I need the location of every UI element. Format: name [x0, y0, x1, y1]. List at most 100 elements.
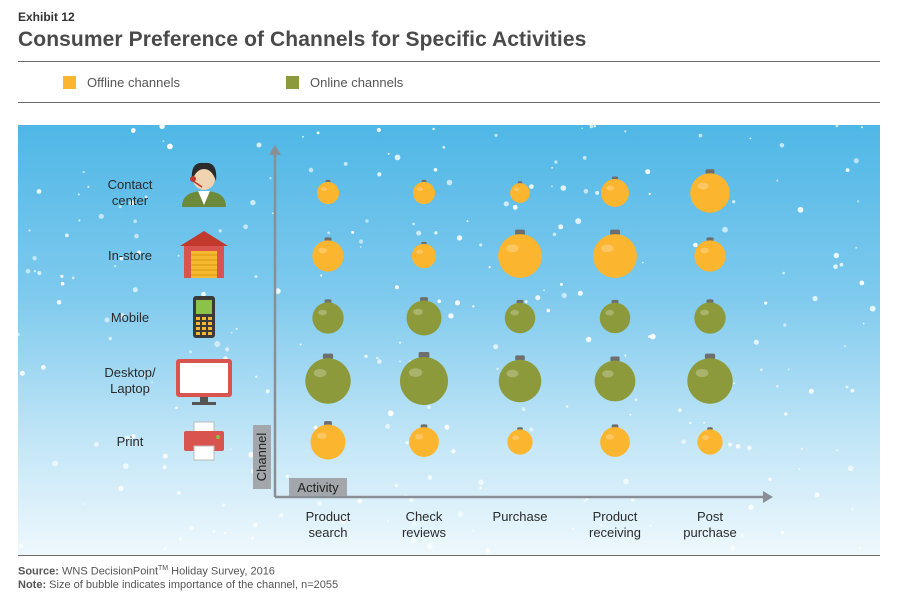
- bubble: [697, 429, 723, 455]
- snow-dot: [456, 235, 463, 241]
- snow-dot: [77, 193, 80, 196]
- channel-label: In-store: [108, 248, 152, 263]
- bubble: [312, 240, 344, 272]
- snow-dot: [631, 498, 635, 502]
- snow-dot: [119, 313, 125, 319]
- snow-dot: [600, 523, 603, 526]
- snow-dot: [836, 449, 838, 452]
- snow-dot: [212, 529, 216, 533]
- snow-dot: [385, 423, 391, 429]
- snow-dot: [131, 434, 136, 439]
- snow-dot: [585, 336, 592, 343]
- legend-divider: [18, 102, 880, 103]
- snow-dot: [412, 521, 417, 527]
- snow-dot: [159, 125, 165, 129]
- snow-dot: [748, 504, 754, 510]
- snow-dot: [593, 125, 596, 128]
- snow-dot: [571, 527, 574, 530]
- snow-dot: [427, 405, 431, 409]
- snow-dot: [255, 375, 258, 378]
- snow-dot: [225, 347, 230, 352]
- snow-dot: [582, 156, 587, 160]
- snow-dot: [649, 333, 656, 340]
- snow-dot: [546, 308, 551, 313]
- snow-dot: [678, 408, 682, 413]
- snow-dot: [634, 398, 638, 402]
- snow-dot: [359, 246, 362, 248]
- snow-dot: [56, 300, 62, 305]
- snow-dot: [394, 285, 399, 290]
- exhibit-number: Exhibit 12: [18, 10, 75, 24]
- ornament-cap: [322, 353, 334, 360]
- snow-dot: [689, 421, 692, 425]
- snow-dot: [437, 299, 442, 304]
- phone-key: [196, 332, 200, 335]
- bubble-highlight: [697, 182, 709, 190]
- snow-dot: [434, 231, 438, 235]
- note-line: Note: Size of bubble indicates importanc…: [18, 579, 338, 592]
- snow-dot: [387, 152, 390, 155]
- snow-dot: [71, 276, 75, 280]
- channel-label: Contact: [108, 177, 153, 192]
- snow-dot: [32, 256, 37, 261]
- snow-dot: [272, 212, 274, 215]
- snow-dot: [448, 313, 454, 319]
- snow-dot: [703, 421, 706, 424]
- snow-dot: [869, 305, 876, 312]
- snow-dot: [554, 160, 558, 164]
- bubble: [305, 358, 351, 404]
- snow-dot: [764, 301, 768, 305]
- snow-dot: [365, 219, 369, 223]
- snow-dot: [224, 531, 227, 535]
- bubble: [310, 424, 346, 460]
- snow-dot: [162, 465, 167, 470]
- x-axis-title-box: [289, 478, 347, 496]
- snow-dot: [575, 218, 582, 225]
- bubble: [498, 234, 542, 278]
- snow-dot: [446, 179, 453, 186]
- monitor-stand: [200, 397, 208, 403]
- snow-dot: [94, 441, 99, 447]
- snow-dot: [851, 507, 854, 511]
- snow-dot: [855, 246, 858, 249]
- activity-label: reviews: [402, 525, 447, 540]
- phone-key: [208, 332, 212, 335]
- snow-dot: [427, 475, 432, 480]
- snow-dot: [302, 135, 304, 138]
- snow-dot: [779, 143, 785, 148]
- agent-hair: [191, 162, 217, 181]
- snow-dot: [130, 128, 136, 133]
- bubble-highlight: [321, 187, 328, 192]
- bubble-highlight: [412, 308, 423, 316]
- snow-dot: [410, 538, 416, 544]
- monitor-screen: [180, 363, 228, 393]
- snow-dot: [512, 204, 518, 210]
- snow-dot: [624, 130, 627, 133]
- snow-dot: [416, 230, 422, 236]
- snow-dot: [457, 511, 464, 517]
- bubble-highlight: [510, 309, 519, 316]
- snow-dot: [529, 427, 534, 432]
- bubble: [600, 178, 630, 208]
- activity-label: receiving: [589, 525, 641, 540]
- bubble-highlight: [700, 247, 709, 254]
- y-axis-title: Channel: [254, 433, 269, 482]
- snow-dot: [624, 354, 627, 357]
- snow-dot: [524, 300, 528, 304]
- bubble: [507, 429, 533, 455]
- snow-dot: [551, 166, 554, 169]
- snow-dot: [409, 498, 414, 503]
- snow-dot: [37, 270, 42, 276]
- snow-dot: [560, 185, 567, 191]
- snow-dot: [125, 435, 131, 441]
- snow-dot: [133, 219, 137, 224]
- snow-dot: [279, 513, 284, 518]
- snow-dot: [189, 350, 192, 354]
- snow-dot: [442, 146, 446, 149]
- snow-dot: [201, 291, 206, 297]
- bubble: [593, 234, 637, 278]
- printer-paper-in: [193, 421, 215, 433]
- snow-dot: [466, 220, 469, 223]
- snow-dot: [859, 280, 865, 286]
- snow-dot: [265, 389, 270, 394]
